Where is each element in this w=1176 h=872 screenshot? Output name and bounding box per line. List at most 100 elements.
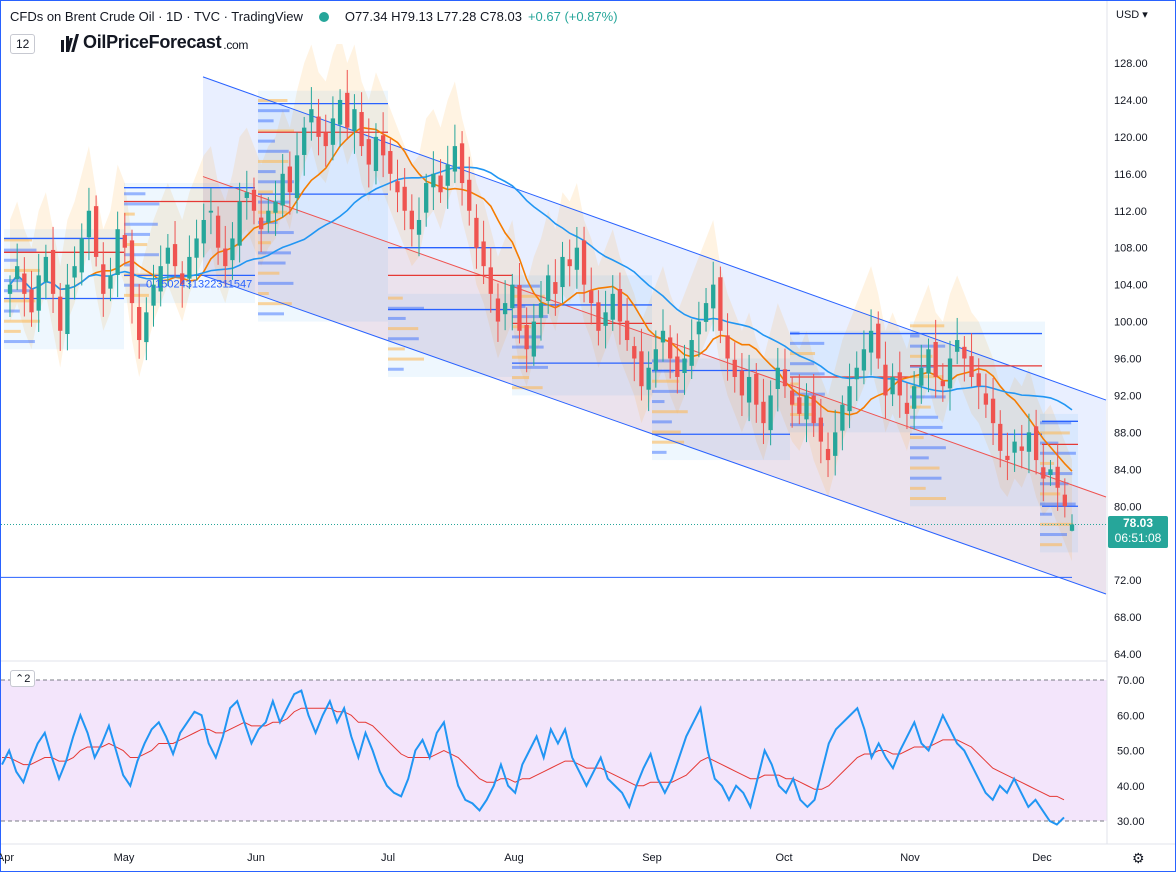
candle-body [201,219,206,244]
rsi-collapse-badge[interactable]: ⌃ 2 [10,670,36,687]
profile-bar [790,341,825,345]
candle-body [395,181,400,193]
candle-body [287,166,293,193]
candle-body [129,240,135,304]
candle-body [919,367,924,386]
profile-bar [4,268,40,272]
candle-body [244,192,249,198]
logo-name: OilPriceForecast [83,32,222,52]
profile-bar [258,129,294,133]
candle-body [517,285,522,331]
profile-bar [124,212,135,216]
profile-bar [1040,441,1059,445]
profile-bar [124,232,150,236]
candle-body [711,284,716,309]
y-tick-label: 84.00 [1114,464,1142,476]
candle-body [567,259,572,267]
logo-suffix: .com [223,37,249,52]
candle-body [962,346,967,359]
candle-body [1019,446,1024,451]
candle-body [137,307,142,341]
candle-body [316,116,321,137]
candle-body [847,386,852,412]
profile-bar [652,400,665,404]
candle-body [1033,426,1039,461]
profile-bar [388,367,404,371]
profile-bar [388,296,403,300]
profile-bar [1040,522,1074,526]
volume-profile-box [910,321,1045,507]
candle-body [36,275,41,311]
gear-icon[interactable]: ⚙ [1132,850,1145,866]
candle-body [531,321,536,357]
candle-body [22,273,27,294]
interval-badge[interactable]: 12 [10,34,36,54]
candle-body [467,179,472,211]
x-tick-label: May [114,852,135,864]
profile-bar [910,466,940,470]
candle-body [50,249,56,294]
candle-body [258,217,264,230]
profile-bar [652,420,672,424]
y-tick-label: 124.00 [1114,95,1148,107]
candle-body [682,358,687,373]
profile-bar [512,355,528,359]
symbol-title[interactable]: CFDs on Brent Crude Oil · 1D · TVC · Tra… [10,9,303,24]
candle-body [603,312,608,326]
profile-bar [124,192,146,196]
profile-bar [910,324,945,328]
profile-bar [258,292,269,296]
rsi-tick-label: 40.00 [1117,781,1145,793]
profile-bar [124,222,158,226]
profile-bar [4,238,33,242]
y-tick-label: 108.00 [1114,243,1148,255]
candle-body [302,127,307,155]
candle-body [876,323,881,359]
profile-bar [910,425,943,429]
profile-bar [652,430,681,434]
profile-bar [4,299,36,303]
candle-body [230,238,235,261]
market-open-icon [318,11,329,22]
candle-body [1062,494,1067,507]
profile-bar [258,241,271,245]
candle-body [79,238,84,273]
candle-body [309,109,314,123]
candle-body [1012,441,1017,453]
profile-bar [258,139,275,143]
profile-bar [124,293,149,297]
profile-bar [1040,421,1072,425]
candle-body [596,302,601,331]
profile-bar [4,340,35,344]
candle-body [1048,469,1053,476]
profile-bar [388,316,406,320]
candle-body [646,367,651,390]
candle-body [86,210,92,238]
profile-bar [4,319,40,323]
y-tick-label: 116.00 [1114,169,1147,181]
rsi-tick-label: 30.00 [1117,816,1145,828]
candle-body [151,284,156,306]
candle-body [172,244,178,267]
candle-body [940,380,945,387]
profile-bar [4,309,20,313]
candle-body [1055,466,1060,488]
candle-body [617,288,623,322]
candle-body [1026,432,1032,452]
profile-bar [790,412,816,416]
candle-body [768,395,773,431]
candle-body [581,240,587,285]
currency-selector[interactable]: USD ▾ [1116,8,1148,21]
candle-body [445,164,450,186]
candle-body [459,143,465,184]
candle-body [474,217,479,248]
x-tick-label: Jun [247,852,265,864]
candle-body [366,139,371,165]
candle-body [294,155,300,199]
profile-bar [388,306,424,310]
profile-bar [124,283,149,287]
price-change: +0.67 (+0.87%) [527,9,618,24]
candle-body [323,132,328,147]
x-tick-label: Jul [381,852,395,864]
